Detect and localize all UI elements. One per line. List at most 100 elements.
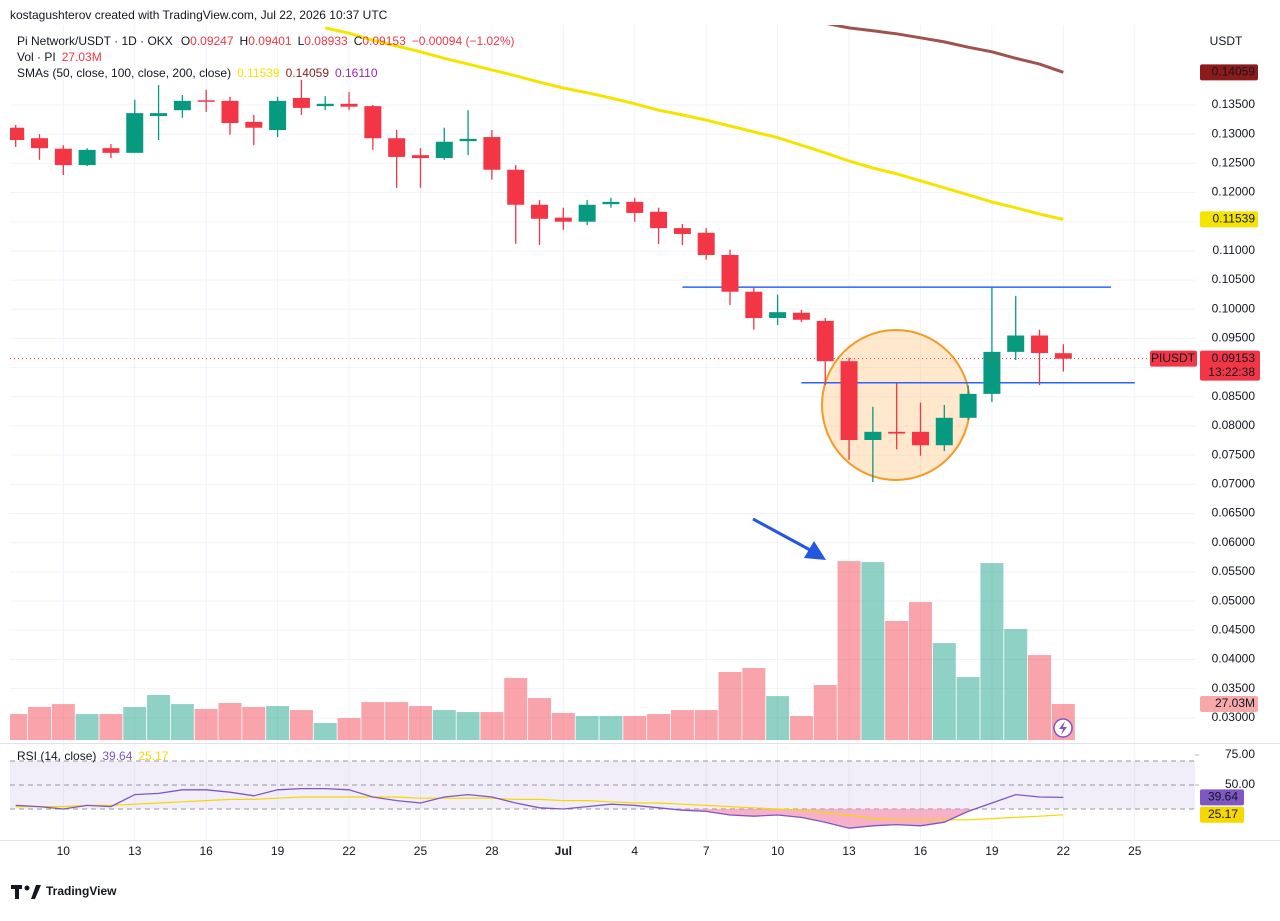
sma-label-bg [1200,64,1258,81]
volume-bar [385,702,409,740]
candle-body [769,312,787,319]
volume-bar [647,714,671,740]
volume-bar [1028,655,1052,740]
volume-bar [75,714,99,740]
candle-body [959,393,977,418]
volume-bar [194,708,218,740]
x-tick-label: 25 [1128,844,1142,858]
volume-bar [908,602,932,740]
x-tick-label: 22 [1057,844,1071,858]
candle-body [221,100,239,124]
candle-body [578,204,596,222]
volume-bar [528,698,552,740]
y-tick-label: 0.06000 [1212,535,1256,549]
volume-bar [551,712,575,740]
volume-bar [885,620,909,740]
x-tick-label: 13 [842,844,856,858]
candle-body [983,351,1001,394]
x-tick-label: 10 [771,844,785,858]
candle-body [864,431,882,440]
candle-body [31,138,49,149]
symbol-label: PIUSDT [1151,351,1196,365]
candle-body [1007,335,1025,352]
y-tick-label: 0.07500 [1212,447,1256,461]
grid [10,25,1195,840]
candle-body [650,211,668,229]
candle-body [388,138,406,157]
y-tick-label: 0.04500 [1212,622,1256,636]
legend-rsi-ma-value: 25.17 [138,749,168,763]
x-tick-label: 19 [985,844,999,858]
volume-bar [575,716,599,740]
rsi-tick-label: 75.00 [1225,747,1255,761]
sma-label-bg [1200,211,1258,228]
attribution: kostagushterov created with TradingView.… [10,8,388,22]
candle-body [602,201,620,205]
volume-bar [1004,628,1028,740]
candle-body [935,417,953,446]
legend-title: Pi Network/USDT · 1D · OKX [17,34,173,48]
x-tick-label: 4 [631,844,638,858]
legend-value: 0.08933 [304,34,348,48]
volume-bar [289,710,313,740]
legend-key: C [354,34,363,48]
legend-value: 0.09247 [190,34,234,48]
y-tick-label: 0.06500 [1212,506,1256,520]
y-tick-label: 0.04000 [1212,652,1256,666]
candle-body [888,431,906,434]
volume-bar [432,710,456,740]
legend-key: L [298,34,305,48]
volume-bar [10,714,28,740]
price-layer [10,25,1195,483]
volume-bar [766,696,790,740]
candle-body [364,106,382,139]
candle-body [697,232,715,255]
y-tick-label: 0.03500 [1212,681,1256,695]
y-tick-label: 0.07000 [1212,477,1256,491]
countdown-label: 13:22:38 [1208,365,1255,379]
rsi-oversold-fill [670,809,975,829]
sma-line [324,26,1064,221]
symbol-label-bg [1150,350,1197,367]
y-tick-label: 0.12000 [1212,185,1256,199]
candle-body [126,113,144,153]
candle-body [626,201,644,213]
candle-body [816,320,834,362]
volume-label: 27.03M [1215,696,1255,710]
volume-bar [623,716,647,740]
volume-bar [266,706,290,740]
alert-icon [1053,718,1073,738]
legend-key: O [181,34,190,48]
rsi-label-bg [1200,789,1244,806]
volume-bar [504,677,528,740]
candle-body [10,127,25,140]
rsi-ma-line [15,796,1064,821]
candle-body [150,113,168,117]
volume-bar [456,712,480,740]
legend-value: 0.09401 [248,34,292,48]
legend-change: −0.00094 (−1.02%) [412,34,515,48]
candle-body [554,217,572,222]
y-tick-label: 0.11000 [1213,243,1256,257]
y-tick-label: 0.10500 [1212,272,1256,286]
price-label: 0.09153 [1212,351,1256,365]
price-label-bg [1200,350,1260,381]
sma-label: 0.14059 [1212,65,1256,79]
arrow [752,517,826,560]
volume-bar [361,702,385,740]
legend-sma-value: 0.11539 [237,66,280,80]
candle-body [102,148,120,153]
candle-body [840,361,858,440]
x-tick-label: 28 [485,844,499,858]
legend-main: Pi Network/USDT · 1D · OKX O0.09247 H0.094… [17,34,515,48]
candle-body [78,149,96,166]
x-tick-label: 22 [342,844,356,858]
logo-text: TradingView [46,884,117,898]
candle-body [197,100,215,102]
volume-bar [932,643,956,740]
legend-rsi-title: RSI (14, close) [17,749,96,763]
candle-body [1031,335,1049,354]
candle-body [721,254,739,292]
